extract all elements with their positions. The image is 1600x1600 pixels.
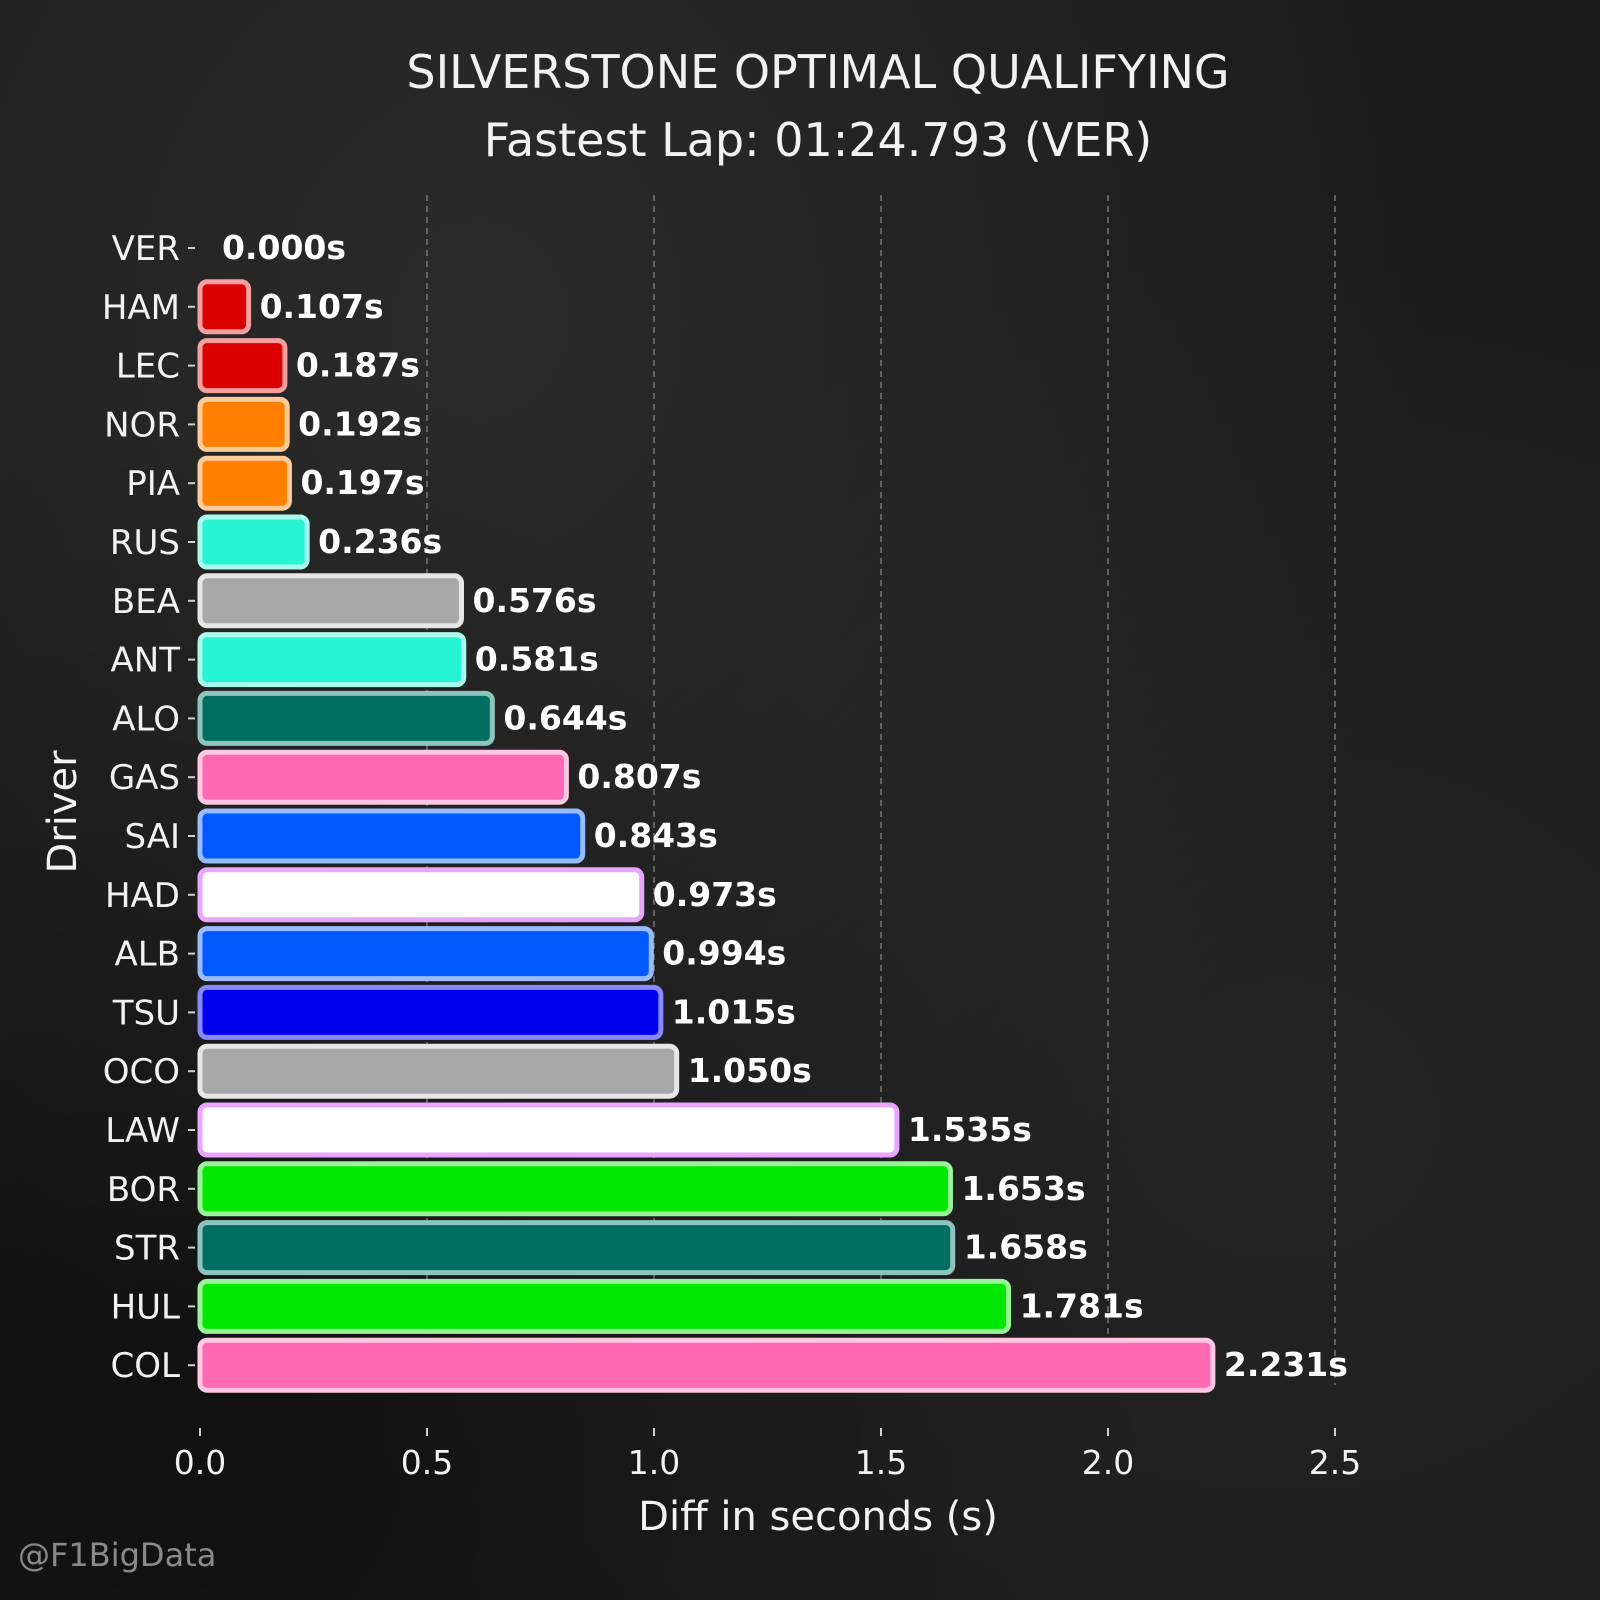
bar-str <box>197 1220 956 1276</box>
x-axis-tick-labels: 0.0 0.5 1.0 1.5 2.0 2.5 <box>174 1428 1361 1482</box>
driver-label-alo: ALO <box>112 699 180 739</box>
x-tick-label: 2.5 <box>1309 1443 1361 1482</box>
value-label-bea: 0.576s <box>473 581 597 620</box>
bar-had <box>197 867 645 923</box>
bar-ham <box>197 279 252 335</box>
driver-label-ant: ANT <box>111 641 181 681</box>
driver-label-oco: OCO <box>103 1052 180 1092</box>
bar-pia <box>197 455 292 511</box>
driver-label-had: HAD <box>105 876 180 916</box>
x-tick-label: 1.5 <box>855 1443 907 1482</box>
value-label-tsu: 1.015s <box>672 992 796 1031</box>
y-axis-label: Driver <box>40 750 86 874</box>
value-label-alb: 0.994s <box>662 934 786 973</box>
chart-subtitle: Fastest Lap: 01:24.793 (VER) <box>484 113 1152 167</box>
driver-label-str: STR <box>114 1229 180 1269</box>
driver-label-lec: LEC <box>116 347 180 387</box>
value-label-ham: 0.107s <box>260 287 384 326</box>
bar-sai <box>197 808 586 864</box>
driver-label-tsu: TSU <box>112 993 180 1033</box>
value-label-law: 1.535s <box>908 1110 1032 1149</box>
value-label-pia: 0.197s <box>300 463 424 502</box>
driver-label-col: COL <box>111 1346 181 1386</box>
driver-label-rus: RUS <box>110 523 180 563</box>
driver-label-pia: PIA <box>126 464 180 504</box>
value-label-lec: 0.187s <box>296 346 420 385</box>
bar-lec <box>197 338 288 394</box>
y-axis-tick-labels: VER HAM LEC NOR PIA RUS BEA ANT ALO GAS SAI HAD ALB T… <box>102 229 195 1386</box>
bar-ant <box>197 632 467 688</box>
driver-label-alb: ALB <box>114 935 180 975</box>
bar-tsu <box>197 984 664 1040</box>
value-label-ver: 0.000s <box>222 228 346 267</box>
bar-alo <box>197 690 495 746</box>
bar-rus <box>197 514 310 570</box>
value-label-str: 1.658s <box>964 1228 1088 1267</box>
value-label-col: 2.231s <box>1224 1345 1348 1384</box>
bar-hul <box>197 1278 1012 1334</box>
value-label-had: 0.973s <box>653 875 777 914</box>
driver-label-bea: BEA <box>112 582 180 622</box>
driver-label-hul: HUL <box>111 1287 180 1327</box>
value-label-nor: 0.192s <box>298 404 422 443</box>
bar-nor <box>197 396 290 452</box>
driver-label-ver: VER <box>112 229 180 269</box>
chart-title: SILVERSTONE OPTIMAL QUALIFYING <box>406 45 1229 99</box>
value-label-bor: 1.653s <box>961 1169 1085 1208</box>
watermark: @F1BigData <box>18 1536 216 1574</box>
x-tick-label: 0.5 <box>401 1443 453 1482</box>
driver-label-bor: BOR <box>107 1170 180 1210</box>
x-tick-label: 0.0 <box>174 1443 226 1482</box>
driver-label-gas: GAS <box>109 758 180 798</box>
driver-label-ham: HAM <box>102 288 180 328</box>
x-axis-label: Diff in seconds (s) <box>638 1494 998 1540</box>
driver-label-nor: NOR <box>104 405 180 445</box>
driver-label-law: LAW <box>105 1111 180 1151</box>
bar-oco <box>197 1043 680 1099</box>
value-label-oco: 1.050s <box>688 1051 812 1090</box>
bar-law <box>197 1102 900 1158</box>
bar-gas <box>197 749 569 805</box>
bar-alb <box>197 926 654 982</box>
x-tick-label: 2.0 <box>1082 1443 1134 1482</box>
value-label-hul: 1.781s <box>1020 1286 1144 1325</box>
value-label-sai: 0.843s <box>594 816 718 855</box>
bars <box>197 279 1216 1393</box>
bar-bea <box>197 573 465 629</box>
driver-label-sai: SAI <box>125 817 181 857</box>
value-label-rus: 0.236s <box>318 522 442 561</box>
value-label-alo: 0.644s <box>503 698 627 737</box>
value-label-ant: 0.581s <box>475 640 599 679</box>
bar-bor <box>197 1161 953 1217</box>
value-labels: 0.000s 0.107s 0.187s 0.192s 0.197s 0.236s 0.57… <box>222 228 1348 1384</box>
value-label-gas: 0.807s <box>577 757 701 796</box>
x-tick-label: 1.0 <box>628 1443 680 1482</box>
bar-col <box>197 1337 1216 1393</box>
